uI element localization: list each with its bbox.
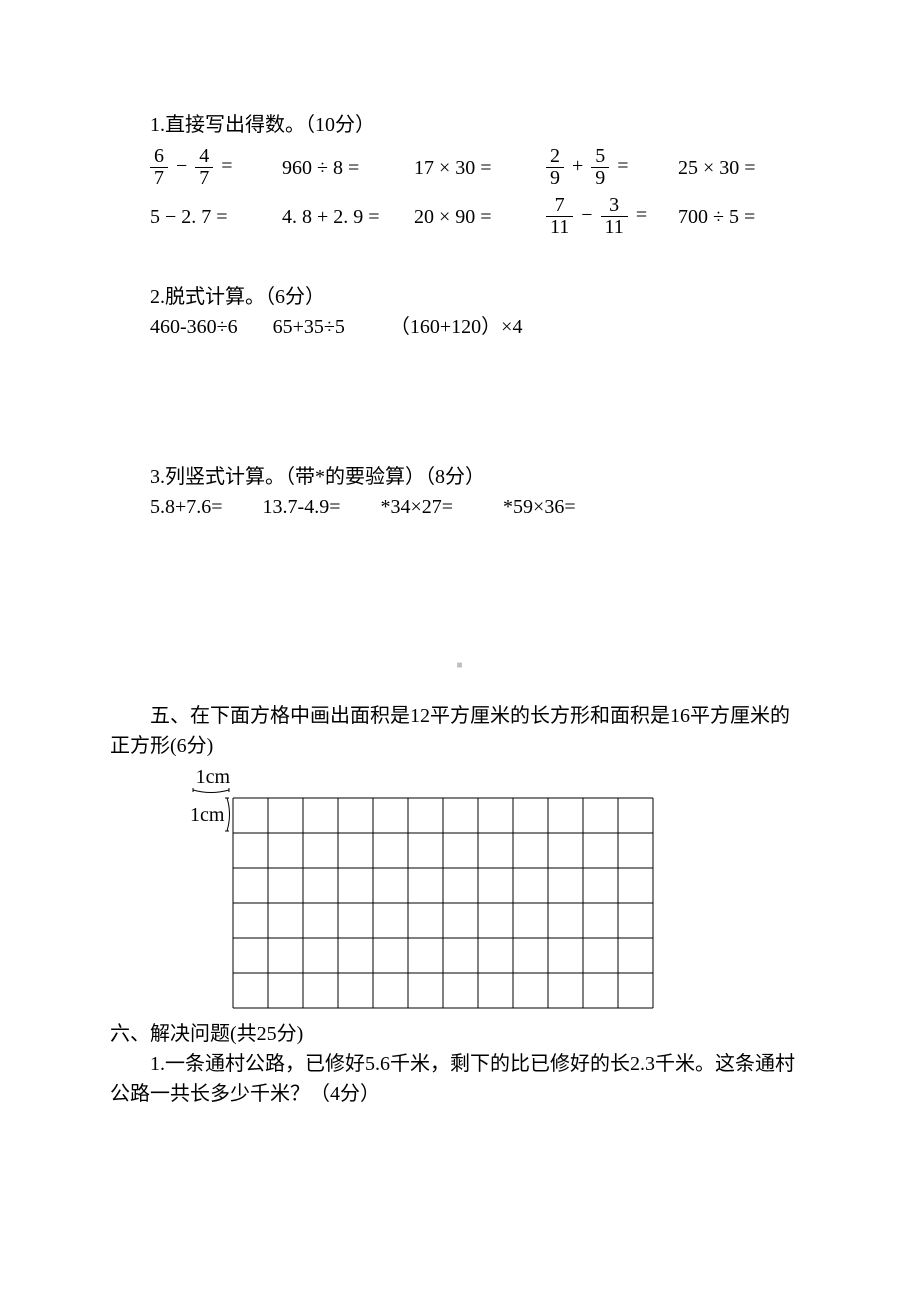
fraction: 4 7: [195, 146, 213, 189]
fraction: 5 9: [591, 146, 609, 189]
grid-top-label: 1cm: [196, 766, 230, 788]
grid-figure: 1cm 1cm: [190, 767, 810, 1009]
mental-math-row-2: 5 − 2. 7 = 4. 8 + 2. 9 = 20 × 90 = 7 11 …: [110, 195, 810, 238]
fraction: 2 9: [546, 146, 564, 189]
section-5-line1: 五、在下面方格中画出面积是12平方厘米的长方形和面积是16平方厘米的: [110, 701, 810, 731]
page-break-dot: ■: [110, 658, 810, 673]
fraction: 3 11: [601, 195, 628, 238]
section-2-items: 460-360÷6 65+35÷5 （160+120）×4: [110, 312, 810, 342]
section-6-title: 六、解决问题(共25分): [110, 1019, 810, 1049]
section-2-title: 2.脱式计算。（6分）: [110, 282, 810, 312]
q-r2c1: 5 − 2. 7 =: [150, 202, 282, 232]
q6-1-line2: 公路一共长多少千米？（4分）: [110, 1079, 810, 1109]
q-r1c2: 960 ÷ 8 =: [282, 153, 414, 183]
fraction: 7 11: [546, 195, 573, 238]
q-r1c1: 6 7 − 4 7 =: [150, 146, 282, 189]
grid-svg: [232, 797, 654, 1009]
section-3-title: 3.列竖式计算。（带*的要验算）（8分）: [110, 462, 810, 492]
q6-1-line1: 1.一条通村公路，已修好5.6千米，剩下的比已修好的长2.3千米。这条通村: [110, 1049, 810, 1079]
section-5-line2: 正方形(6分): [110, 731, 810, 761]
fraction: 6 7: [150, 146, 168, 189]
mental-math-row-1: 6 7 − 4 7 = 960 ÷ 8 = 17 × 30 = 2 9 + 5 …: [110, 146, 810, 189]
q-r2c4: 7 11 − 3 11 =: [546, 195, 678, 238]
section-1-title: 1.直接写出得数。（10分）: [110, 110, 810, 140]
worksheet-page: 1.直接写出得数。（10分） 6 7 − 4 7 = 960 ÷ 8 = 17 …: [0, 0, 920, 1169]
q-r2c2: 4. 8 + 2. 9 =: [282, 202, 414, 232]
q-r1c3: 17 × 30 =: [414, 153, 546, 183]
q-r2c3: 20 × 90 =: [414, 202, 546, 232]
section-3-items: 5.8+7.6= 13.7-4.9= *34×27= *59×36=: [110, 492, 810, 522]
grid-left-label: 1cm: [190, 800, 224, 830]
q-r2c5: 700 ÷ 5 =: [678, 202, 810, 232]
q-r1c5: 25 × 30 =: [678, 153, 810, 183]
q-r1c4: 2 9 + 5 9 =: [546, 146, 678, 189]
